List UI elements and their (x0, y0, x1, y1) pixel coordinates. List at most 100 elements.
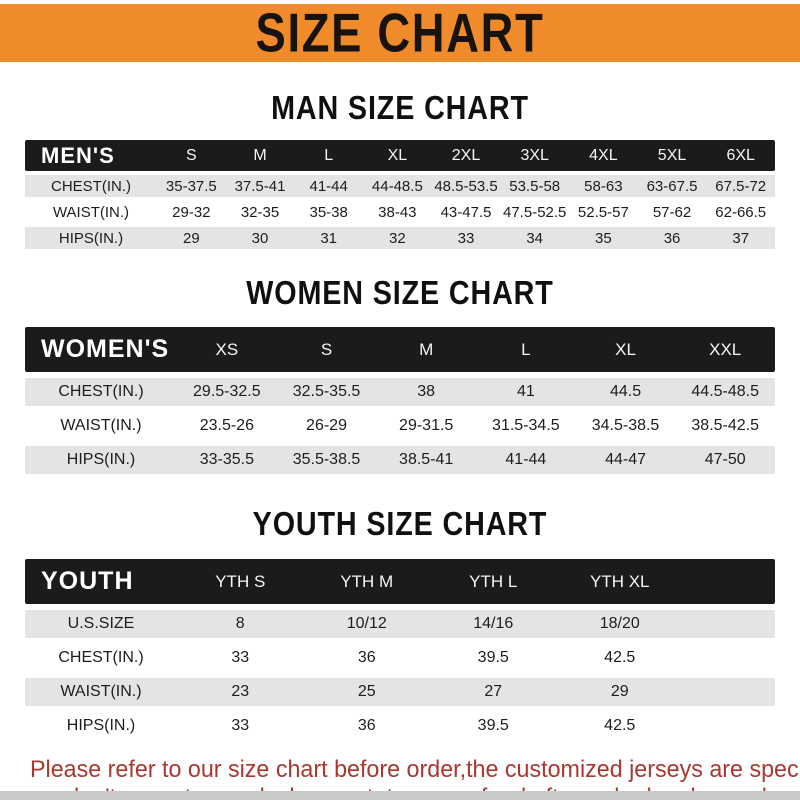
row-label: HIPS(IN.) (58, 229, 124, 247)
row-values: 35-37.5 37.5-41 41-44 44-48.5 48.5-53.5 53.5-… (157, 178, 775, 195)
size-value-cell: 32.5-35.5 (292, 383, 361, 400)
size-value-cell: 33 (457, 229, 475, 247)
size-column-header: XL (615, 339, 636, 359)
table-row: CHEST(IN.) 33 36 39.5 42.5 (25, 644, 775, 672)
row-values: 33 36 39.5 42.5 (177, 649, 775, 667)
size-value-cell: 29 (182, 229, 200, 247)
size-value-cell: 41 (516, 383, 535, 400)
youth-section-heading: YOUTH SIZE CHART (252, 505, 548, 542)
size-value-cell: 33-35.5 (199, 451, 254, 468)
size-column-header: M (253, 146, 267, 164)
size-value-cell: 10/12 (346, 615, 387, 632)
row-values: 29-32 32-35 35-38 38-43 43-47.5 47.5-52.5 52.5… (157, 204, 775, 221)
size-value-cell: 48.5-53.5 (434, 177, 498, 195)
size-value-cell: 8 (235, 615, 245, 632)
size-value-cell: 33 (231, 649, 250, 666)
size-column-header: YTH M (340, 571, 394, 591)
women-size-table: WOMEN'S XS S M L XL XXL CHEST(IN.) 29.5-32.5 32… (25, 327, 775, 474)
size-value-cell: 39.5 (477, 649, 509, 666)
size-value-cell: 38.5-42.5 (691, 417, 759, 434)
size-column-header: 3XL (520, 146, 549, 164)
size-value-cell: 31.5-34.5 (492, 417, 560, 434)
size-value-cell: 31 (320, 229, 338, 247)
women-table-title: WOMEN'S (41, 335, 170, 363)
size-value-cell: 35 (595, 229, 612, 247)
youth-table-header: YOUTH YTH S YTH M YTH L YTH XL (25, 559, 775, 604)
size-column-header: YTH XL (589, 571, 650, 591)
size-value-cell: 26-29 (306, 417, 347, 434)
table-row: U.S.SIZE 8 10/12 14/16 18/20 (25, 610, 775, 638)
size-value-cell: 35-37.5 (165, 177, 217, 195)
size-value-cell: 18/20 (599, 615, 640, 632)
size-value-cell: 34.5-38.5 (591, 417, 660, 434)
size-value-cell: 57-62 (652, 203, 692, 221)
size-column-header: L (521, 339, 531, 359)
table-row: WAIST(IN.) 29-32 32-35 35-38 38-43 43-47.5 47.… (25, 201, 775, 223)
size-value-cell: 41-44 (505, 451, 547, 468)
size-value-cell: 29-32 (172, 203, 211, 221)
row-label: CHEST(IN.) (58, 649, 144, 666)
size-value-cell: 58-63 (584, 177, 623, 195)
table-row: HIPS(IN.) 33 36 39.5 42.5 (25, 712, 775, 740)
row-values: 33 36 39.5 42.5 (177, 717, 775, 735)
size-value-cell: 44-47 (605, 451, 646, 468)
table-row: CHEST(IN.) 29.5-32.5 32.5-35.5 38 41 44.5 44.5… (25, 378, 775, 406)
men-size-columns: S M L XL 2XL 3XL 4XL 5XL 6XL (157, 147, 775, 165)
size-value-cell: 53.5-58 (509, 177, 561, 195)
size-value-cell: 67.5-72 (715, 177, 767, 195)
women-table-body: CHEST(IN.) 29.5-32.5 32.5-35.5 38 41 44.5 44.5… (25, 378, 775, 474)
men-table-header: MEN'S S M L XL 2XL 3XL 4XL 5XL 6XL (25, 140, 775, 171)
size-column-header: XXL (709, 339, 742, 359)
size-value-cell: 32-35 (240, 203, 280, 221)
size-value-cell: 38.5-41 (399, 451, 454, 468)
row-label: HIPS(IN.) (66, 717, 136, 734)
size-value-cell: 29 (610, 683, 629, 700)
size-value-cell: 23 (231, 683, 250, 700)
table-row: WAIST(IN.) 23.5-26 26-29 29-31.5 31.5-34.5 34… (25, 412, 775, 440)
size-column-header: L (324, 146, 334, 164)
row-label: HIPS(IN.) (66, 451, 136, 468)
row-values: 33-35.5 35.5-38.5 38.5-41 41-44 44-47 47-50 (177, 451, 775, 469)
size-value-cell: 25 (357, 683, 376, 700)
size-column-header: 5XL (657, 146, 687, 164)
size-value-cell: 29.5-32.5 (193, 383, 261, 400)
youth-table-body: U.S.SIZE 8 10/12 14/16 18/20 CHEST(IN.) 33 36 39… (25, 610, 775, 740)
row-values: 23.5-26 26-29 29-31.5 31.5-34.5 34.5-38.5 38.… (177, 417, 775, 435)
youth-size-columns: YTH S YTH M YTH L YTH XL (177, 572, 775, 592)
size-value-cell: 37 (732, 229, 750, 247)
row-values: 29.5-32.5 32.5-35.5 38 41 44.5 44.5-48.5 (177, 383, 775, 401)
men-table-title: MEN'S (41, 142, 115, 168)
size-value-cell: 27 (484, 683, 503, 700)
size-value-cell: 41-44 (309, 177, 348, 195)
table-row: CHEST(IN.) 35-37.5 37.5-41 41-44 44-48.5 48.5… (25, 175, 775, 197)
size-value-cell: 43-47.5 (440, 203, 492, 221)
youth-table-title: YOUTH (41, 567, 134, 595)
size-value-cell: 14/16 (473, 615, 514, 632)
size-value-cell: 35-38 (309, 203, 348, 221)
size-value-cell: 30 (251, 229, 269, 247)
size-value-cell: 36 (357, 717, 376, 734)
row-values: 29 30 31 32 33 34 35 36 37 (157, 230, 775, 247)
men-table-body: CHEST(IN.) 35-37.5 37.5-41 41-44 44-48.5 48.5… (25, 175, 775, 249)
size-column-header: S (186, 146, 197, 164)
size-column-header: XL (387, 146, 408, 164)
size-value-cell: 44-48.5 (371, 177, 423, 195)
row-label: WAIST(IN.) (60, 417, 142, 434)
size-value-cell: 52.5-57 (577, 203, 629, 221)
size-column-header: 6XL (726, 146, 755, 164)
women-size-columns: XS S M L XL XXL (177, 340, 775, 360)
size-value-cell: 44.5-48.5 (691, 383, 759, 400)
size-column-header: M (419, 339, 434, 359)
row-values: 8 10/12 14/16 18/20 (177, 615, 775, 633)
footer-line-1: Please refer to our size chart before or… (30, 756, 800, 783)
bottom-strip (0, 791, 800, 800)
size-value-cell: 33 (231, 717, 250, 734)
table-row: WAIST(IN.) 23 25 27 29 (25, 678, 775, 706)
men-section-heading: MAN SIZE CHART (271, 89, 529, 126)
size-value-cell: 62-66.5 (715, 203, 767, 221)
size-value-cell: 44.5 (609, 383, 642, 400)
size-column-header: YTH L (469, 571, 518, 591)
page-title: SIZE CHART (255, 2, 545, 64)
size-value-cell: 42.5 (604, 649, 636, 666)
size-value-cell: 32 (389, 229, 406, 247)
